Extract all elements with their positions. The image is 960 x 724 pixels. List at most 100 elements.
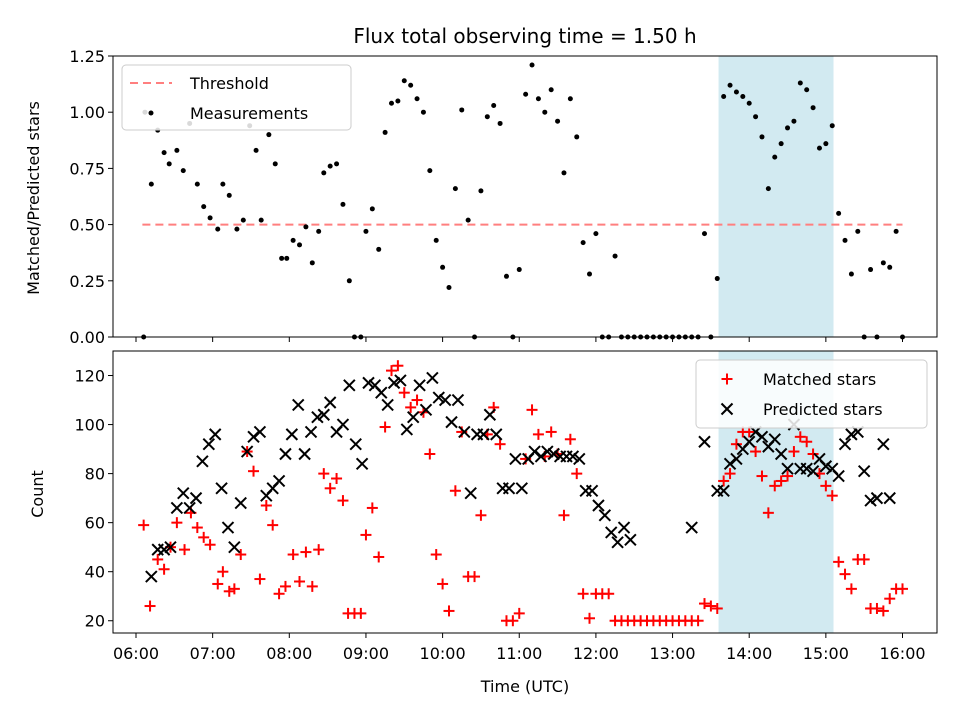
- matched-star-point: [826, 490, 838, 502]
- measurement-point: [408, 82, 414, 88]
- measurement-point: [880, 260, 886, 266]
- measurement-point: [497, 120, 503, 126]
- predicted-star-point: [400, 423, 414, 436]
- top-subplot: 0.00 0.25 0.50 0.75 1.00 1.25 Threshold Measure…: [69, 47, 938, 347]
- matched-star-point: [820, 480, 832, 492]
- matched-star-point: [730, 438, 742, 450]
- predicted-star-point: [304, 425, 318, 439]
- measurement-point: [816, 145, 822, 151]
- matched-star-point: [449, 485, 461, 497]
- predicted-star-point: [730, 452, 743, 466]
- predicted-star-point: [819, 460, 833, 473]
- top-y-axis-label: Matched/Predicted stars: [24, 101, 43, 295]
- matched-star-point: [254, 573, 266, 585]
- measurement-point: [733, 89, 739, 95]
- matched-star-point: [337, 495, 349, 507]
- matched-star-point: [223, 585, 235, 597]
- predicted-star-point: [755, 430, 769, 444]
- top-y-tick-label: 0.25: [69, 272, 105, 291]
- matched-star-point: [424, 448, 436, 460]
- measurement-point: [194, 181, 200, 187]
- matched-star-point: [750, 446, 762, 458]
- measurement-point: [258, 217, 264, 223]
- predicted-star-point: [585, 484, 599, 497]
- measurement-point: [220, 181, 226, 187]
- predicted-star-point: [253, 425, 267, 439]
- matched-star-point: [212, 578, 224, 590]
- predicted-star-point: [234, 496, 247, 510]
- x-tick-label: 07:00: [190, 644, 236, 663]
- measurement-point: [765, 186, 771, 192]
- measurement-point: [340, 201, 346, 207]
- predicted-star-point: [228, 540, 241, 554]
- matched-star-point: [833, 556, 845, 568]
- matched-star-point: [532, 428, 544, 440]
- measurement-point: [772, 154, 778, 160]
- matched-star-point: [267, 519, 279, 531]
- predicted-star-point: [438, 393, 452, 407]
- measurement-point: [727, 82, 733, 88]
- measurement-point: [593, 231, 599, 237]
- matched-star-point: [877, 605, 889, 617]
- measurement-point: [893, 228, 899, 234]
- top-y-tick-label: 0.75: [69, 159, 105, 178]
- measurement-point: [174, 147, 180, 153]
- matched-star-point: [204, 539, 216, 551]
- predicted-star-point: [189, 491, 203, 505]
- predicted-star-point: [343, 379, 356, 392]
- top-y-tick-label: 0.50: [69, 216, 105, 235]
- matched-star-point: [475, 509, 487, 521]
- predicted-star-point: [464, 487, 477, 500]
- measurement-point: [309, 260, 315, 266]
- predicted-star-point: [272, 474, 286, 488]
- measurement-point: [395, 98, 401, 104]
- predicted-star-point: [279, 447, 292, 461]
- top-plot-frame: [112, 55, 938, 338]
- predicted-star-point: [317, 408, 330, 421]
- predicted-star-point: [717, 484, 730, 497]
- measurement-point: [759, 134, 765, 140]
- measurement-point: [369, 206, 375, 212]
- predicted-star-point: [183, 501, 196, 515]
- matched-star-point: [437, 578, 449, 590]
- measurement-point: [567, 96, 573, 102]
- top-legend-box: [121, 64, 352, 131]
- bottom-y-tick-label: 120: [74, 367, 105, 386]
- measurement-point: [561, 170, 567, 176]
- measurement-point: [535, 96, 541, 102]
- bottom-legend: Matched stars Predicted stars: [695, 359, 928, 429]
- bottom-legend-box: [695, 359, 928, 429]
- matched-star-point: [405, 401, 417, 413]
- measurement-point: [234, 226, 240, 232]
- matched-star-point: [443, 605, 455, 617]
- top-highlight-span: [718, 56, 834, 337]
- measurement-point: [791, 118, 797, 124]
- predicted-star-point: [611, 536, 624, 549]
- matched-star-point: [392, 360, 404, 372]
- legend-measurements-swatch: [148, 110, 154, 116]
- measurement-point: [574, 134, 580, 140]
- x-tick-label: 14:00: [726, 644, 772, 663]
- matched-star-point: [513, 607, 525, 619]
- x-tick-label: 16:00: [879, 644, 925, 663]
- legend-predicted-swatch: [720, 402, 734, 416]
- measurement-point: [836, 210, 842, 216]
- measurement-point: [363, 228, 369, 234]
- measurement-point: [523, 91, 529, 97]
- measurement-point: [161, 150, 167, 156]
- predicted-star-point: [208, 428, 222, 441]
- measurement-point: [868, 267, 874, 273]
- matched-star-point: [279, 580, 291, 592]
- predicted-star-point: [451, 393, 465, 407]
- predicted-star-point: [774, 447, 788, 461]
- measurement-point: [279, 255, 285, 261]
- matched-star-point: [318, 468, 330, 480]
- measurement-point: [297, 242, 303, 248]
- matched-star-point: [306, 580, 318, 592]
- bottom-y-tick-label: 20: [85, 612, 105, 631]
- x-tick-label: 15:00: [803, 644, 849, 663]
- top-y-tick-label: 1.00: [69, 103, 105, 122]
- matched-star-point: [571, 468, 583, 480]
- matched-star-point: [235, 549, 247, 561]
- legend-measurements-label: Measurements: [190, 104, 308, 123]
